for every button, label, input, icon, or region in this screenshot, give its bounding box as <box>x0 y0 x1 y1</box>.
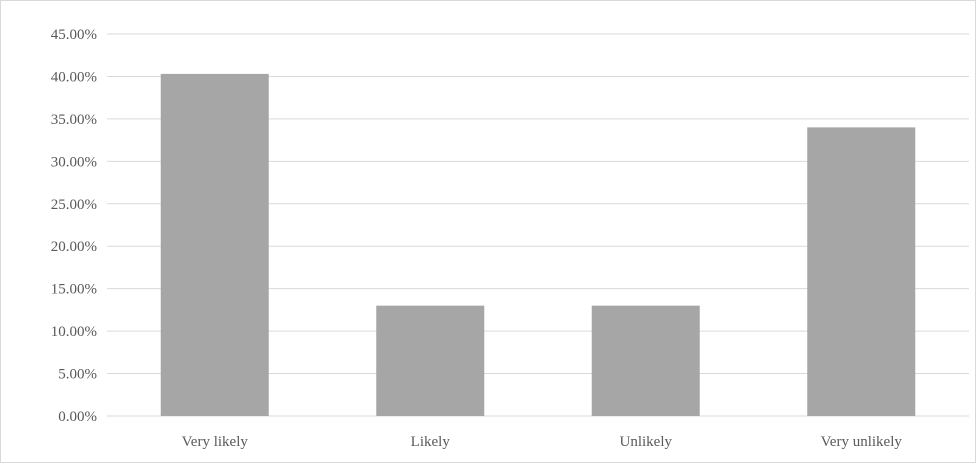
x-tick-label: Likely <box>411 434 451 450</box>
bar-very-likely <box>160 73 269 417</box>
y-tick-label: 10.00% <box>51 324 97 340</box>
x-tick-label: Very unlikely <box>821 434 903 450</box>
x-axis-tick-labels: Very likely Likely Unlikely Very unlikely <box>182 434 903 450</box>
bars <box>160 73 916 417</box>
y-tick-label: 45.00% <box>51 27 97 43</box>
y-tick-label: 30.00% <box>51 154 97 170</box>
y-tick-label: 15.00% <box>51 282 97 298</box>
y-tick-label: 20.00% <box>51 239 97 255</box>
bar-likely <box>376 305 485 416</box>
y-tick-label: 40.00% <box>51 69 97 85</box>
x-tick-label: Very likely <box>182 434 249 450</box>
y-tick-label: 35.00% <box>51 112 97 128</box>
y-axis-tick-labels: 0.00% 5.00% 10.00% 15.00% 20.00% 25.00% 30.00%… <box>51 27 97 425</box>
y-tick-label: 5.00% <box>58 367 97 383</box>
bar-unlikely <box>591 305 700 416</box>
x-tick-label: Unlikely <box>620 434 673 450</box>
bar-very-unlikely <box>807 127 916 416</box>
y-tick-label: 25.00% <box>51 197 97 213</box>
y-tick-label: 0.00% <box>58 409 97 425</box>
